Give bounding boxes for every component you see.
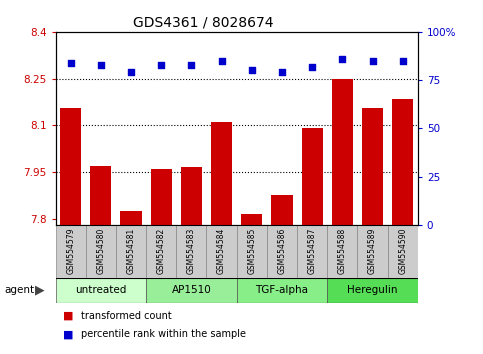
Text: Heregulin: Heregulin	[347, 285, 398, 295]
Bar	[241, 214, 262, 225]
Point	[278, 69, 286, 75]
Bar	[181, 167, 202, 225]
Bar	[56, 225, 86, 278]
Bar	[60, 108, 81, 225]
Point	[67, 60, 74, 65]
Point	[369, 58, 376, 64]
Text: AP1510: AP1510	[171, 285, 211, 295]
Bar	[237, 278, 327, 303]
Bar	[90, 166, 112, 225]
Bar	[297, 225, 327, 278]
Bar	[301, 129, 323, 225]
Bar	[237, 225, 267, 278]
Bar	[116, 225, 146, 278]
Text: GSM554584: GSM554584	[217, 227, 226, 274]
Bar	[120, 211, 142, 225]
Point	[127, 69, 135, 75]
Text: GSM554580: GSM554580	[96, 227, 105, 274]
Bar	[327, 278, 418, 303]
Point	[97, 62, 105, 68]
Text: GSM554582: GSM554582	[156, 227, 166, 274]
Bar	[327, 225, 357, 278]
Text: GSM554590: GSM554590	[398, 227, 407, 274]
Point	[399, 58, 407, 64]
Text: ▶: ▶	[35, 284, 44, 297]
Bar	[388, 225, 418, 278]
Bar	[392, 99, 413, 225]
Bar	[357, 225, 388, 278]
Text: agent: agent	[5, 285, 35, 295]
Bar	[86, 225, 116, 278]
Bar	[332, 79, 353, 225]
Bar	[146, 225, 176, 278]
Text: GSM554583: GSM554583	[187, 227, 196, 274]
Point	[157, 62, 165, 68]
Bar	[267, 225, 297, 278]
Point	[248, 68, 256, 73]
Bar	[271, 195, 293, 225]
Point	[308, 64, 316, 69]
Text: ■: ■	[63, 329, 73, 339]
Text: percentile rank within the sample: percentile rank within the sample	[81, 329, 246, 339]
Text: GSM554588: GSM554588	[338, 227, 347, 274]
Bar	[56, 278, 146, 303]
Bar	[211, 122, 232, 225]
Text: GSM554589: GSM554589	[368, 227, 377, 274]
Text: TGF-alpha: TGF-alpha	[256, 285, 309, 295]
Text: GSM554586: GSM554586	[277, 227, 286, 274]
Point	[218, 58, 226, 64]
Text: ■: ■	[63, 311, 73, 321]
Text: GDS4361 / 8028674: GDS4361 / 8028674	[133, 16, 273, 30]
Bar	[362, 108, 383, 225]
Text: GSM554579: GSM554579	[66, 227, 75, 274]
Bar	[207, 225, 237, 278]
Text: GSM554581: GSM554581	[127, 227, 136, 274]
Text: untreated: untreated	[75, 285, 127, 295]
Point	[187, 62, 195, 68]
Point	[339, 56, 346, 62]
Bar	[176, 225, 207, 278]
Bar	[151, 169, 172, 225]
Text: GSM554585: GSM554585	[247, 227, 256, 274]
Text: GSM554587: GSM554587	[308, 227, 317, 274]
Bar	[146, 278, 237, 303]
Text: transformed count: transformed count	[81, 311, 172, 321]
